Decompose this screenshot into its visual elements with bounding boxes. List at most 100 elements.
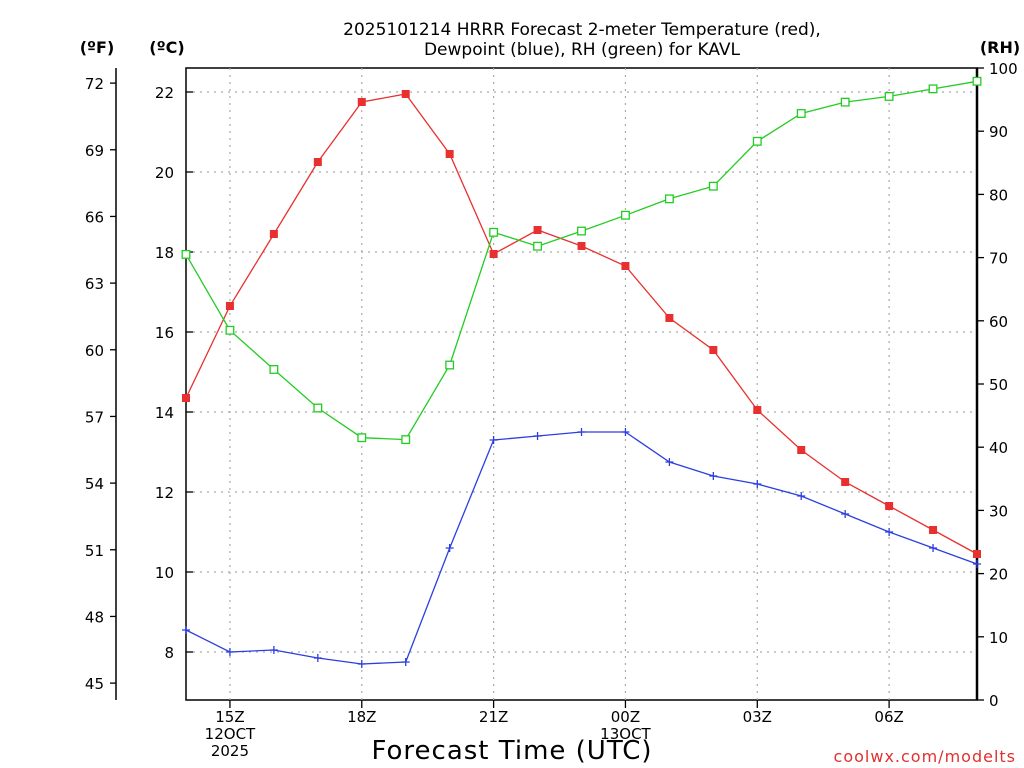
rh-point — [884, 91, 894, 101]
rh-point — [664, 194, 674, 204]
rh-tick-label: 80 — [989, 186, 1008, 204]
dewpoint-point — [973, 560, 981, 568]
temperature-point — [797, 446, 806, 454]
rh-point — [972, 76, 982, 86]
dewpoint-point — [841, 510, 850, 518]
rh-point — [357, 433, 367, 443]
dewpoint-point — [753, 480, 762, 488]
temperature-point — [709, 346, 718, 354]
fahrenheit-tick-label: 57 — [85, 408, 104, 426]
dewpoint-point — [225, 648, 234, 656]
x-axis-title: Forecast Time (UTC) — [371, 736, 652, 766]
dewpoint-point — [577, 428, 586, 436]
fahrenheit-tick-label: 63 — [85, 275, 104, 293]
rh-point — [620, 210, 630, 220]
celsius-tick-label: 10 — [155, 564, 174, 582]
temperature-point — [401, 90, 410, 98]
temperature-point — [577, 242, 586, 250]
fahrenheit-tick-label: 69 — [85, 142, 104, 160]
rh-point — [489, 227, 499, 237]
temperature-point — [489, 250, 498, 258]
temperature-point — [841, 478, 850, 486]
dewpoint-point — [929, 544, 938, 552]
rh-point — [445, 360, 455, 370]
rh-tick-label: 50 — [989, 376, 1008, 394]
x-tick-label: 12OCT — [205, 725, 256, 743]
temperature-point — [182, 394, 190, 402]
dewpoint-point — [269, 646, 278, 654]
x-tick-label: 03Z — [743, 708, 772, 726]
dewpoint-point — [313, 654, 322, 662]
dewpoint-point — [885, 528, 894, 536]
x-tick-label: 00Z — [611, 708, 640, 726]
dewpoint-point — [621, 428, 630, 436]
rh-point — [181, 249, 191, 259]
rh-tick-label: 0 — [989, 692, 999, 710]
celsius-unit-label: (ºC) — [149, 38, 184, 57]
fahrenheit-tick-label: 60 — [85, 342, 104, 360]
plot-frame — [185, 67, 978, 701]
celsius-tick-label: 14 — [155, 404, 174, 422]
rh-point — [577, 226, 586, 236]
dewpoint-point — [665, 458, 674, 466]
rh-tick-label: 100 — [989, 60, 1018, 78]
rh-unit-label: (RH) — [980, 38, 1020, 57]
dewpoint-point — [445, 544, 454, 552]
rh-point — [225, 325, 235, 335]
fahrenheit-tick-label: 48 — [85, 608, 104, 626]
x-tick-label: 15Z — [215, 708, 244, 726]
dewpoint-point — [709, 472, 718, 480]
fahrenheit-tick-label: 72 — [85, 75, 104, 93]
dewpoint-line — [185, 431, 978, 665]
temperature-point — [445, 150, 454, 158]
rh-tick-label: 10 — [989, 629, 1008, 647]
x-tick-label: 13OCT — [600, 725, 651, 743]
temperature-point — [929, 526, 938, 534]
temperature-point — [357, 98, 366, 106]
celsius-tick-label: 8 — [164, 644, 174, 662]
rh-point — [533, 241, 543, 251]
temperature-point — [533, 226, 542, 234]
temperature-point — [225, 302, 234, 310]
temperature-point — [753, 406, 762, 414]
rh-tick-label: 60 — [989, 313, 1008, 331]
temperature-point — [313, 158, 322, 166]
rh-tick-label: 40 — [989, 439, 1008, 457]
x-tick-label: 2025 — [211, 742, 249, 760]
rh-tick-label: 90 — [989, 123, 1008, 141]
temperature-point — [885, 502, 894, 510]
chart-title-line-1: 2025101214 HRRR Forecast 2-meter Tempera… — [343, 20, 821, 40]
rh-line — [185, 80, 978, 441]
chart-title-line-2: Dewpoint (blue), RH (green) for KAVL — [424, 40, 741, 60]
celsius-tick-label: 18 — [155, 244, 174, 262]
temperature-point — [973, 550, 981, 558]
rh-point — [708, 181, 718, 191]
x-tick-label: 18Z — [347, 708, 376, 726]
temperature-point — [621, 262, 630, 270]
dewpoint-point — [357, 660, 366, 668]
rh-point — [796, 109, 806, 118]
celsius-tick-label: 16 — [155, 324, 174, 342]
rh-point — [928, 84, 938, 94]
temperature-point — [665, 314, 674, 322]
dewpoint-point — [533, 432, 542, 440]
dewpoint-point — [797, 492, 806, 500]
temperature-line — [185, 93, 978, 555]
fahrenheit-unit-label: (ºF) — [80, 38, 115, 57]
rh-point — [401, 435, 411, 445]
fahrenheit-tick-label: 45 — [85, 675, 104, 693]
celsius-tick-label: 12 — [155, 484, 174, 502]
grid-lines — [186, 68, 977, 700]
x-tick-label: 21Z — [479, 708, 508, 726]
dewpoint-point — [489, 436, 498, 444]
rh-point — [840, 97, 850, 107]
fahrenheit-tick-label: 54 — [85, 475, 104, 493]
rh-tick-label: 70 — [989, 250, 1008, 268]
data-series — [181, 76, 982, 668]
fahrenheit-tick-label: 51 — [85, 542, 104, 560]
fahrenheit-tick-label: 66 — [85, 208, 104, 226]
dewpoint-point — [182, 626, 190, 634]
x-tick-label: 06Z — [874, 708, 903, 726]
